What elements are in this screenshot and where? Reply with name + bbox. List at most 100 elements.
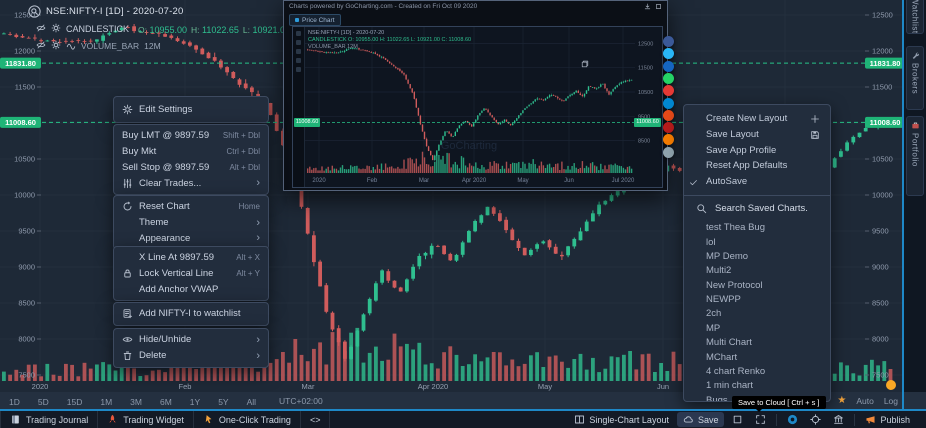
saved-chart-item-4-chart-renko[interactable]: 4 chart Renko	[706, 366, 766, 378]
svg-text:Jun: Jun	[564, 178, 574, 184]
volume-study-row[interactable]: VOLUME_BAR 12M	[36, 37, 342, 54]
menu-item-x-line-at-9897-59[interactable]: X Line At 9897.59 Alt + X	[139, 252, 260, 264]
layout-menu-item-save-layout[interactable]: Save Layout	[684, 127, 830, 143]
menu-item-clear-trades[interactable]: Clear Trades... ›	[114, 175, 268, 191]
layout-menu-item-reset-app-defaults[interactable]: Reset App Defaults	[706, 160, 788, 172]
trading-widget-button[interactable]: Trading Widget	[98, 411, 194, 428]
fullscreen-button[interactable]	[749, 411, 772, 428]
saved-chart-item-bugs[interactable]: Bugs	[706, 394, 728, 402]
range-15d-button[interactable]: 15D	[66, 396, 83, 407]
menu-item-delete[interactable]: Delete ›	[114, 348, 268, 364]
menu-item-reset-chart[interactable]: Reset Chart Home	[114, 199, 268, 215]
symbol-row[interactable]: NSE:NIFTY-I [1D] - 2020-07-20	[28, 3, 342, 20]
reset-icon	[123, 201, 132, 211]
favorites-star-icon[interactable]: ★	[837, 394, 847, 406]
trading-journal-button[interactable]: Trading Journal	[0, 411, 99, 428]
saved-chart-item-multi-chart[interactable]: Multi Chart	[706, 337, 752, 349]
share-button-4[interactable]	[663, 72, 674, 84]
crosshair-button[interactable]	[804, 411, 827, 428]
share-button-8[interactable]	[663, 122, 674, 134]
saved-charts-search[interactable]: Search Saved Charts.	[684, 196, 830, 220]
popup-price-badge: 11008.60	[294, 118, 320, 127]
cloud-icon	[683, 416, 693, 423]
shortcut-label: Shift + Dbl	[222, 131, 260, 141]
gear-icon[interactable]	[51, 37, 61, 55]
share-button-5[interactable]	[663, 85, 674, 97]
save-button[interactable]: Save	[676, 412, 725, 427]
saved-chart-item-new-protocol[interactable]: New Protocol	[706, 279, 763, 291]
range-6m-button[interactable]: 6M	[159, 396, 172, 407]
layout-menu-item-autosave[interactable]: AutoSave	[684, 174, 830, 190]
menu-item-lock-vertical-line[interactable]: Lock Vertical Line Alt + Y	[114, 266, 268, 282]
share-button-10[interactable]	[663, 146, 674, 158]
zoom-out-icon[interactable]	[28, 3, 41, 21]
plus-icon	[811, 114, 819, 123]
code-button[interactable]: <>	[301, 411, 331, 428]
menu-item-edit-settings[interactable]: Edit Settings	[114, 100, 268, 119]
range-5d-button[interactable]: 5D	[37, 396, 49, 407]
popup-drawing-toolbar[interactable]	[293, 27, 305, 187]
download-icon[interactable]	[644, 3, 651, 10]
saved-chart-item-lol[interactable]: lol	[706, 236, 716, 248]
range-1m-button[interactable]: 1M	[100, 396, 113, 407]
share-button-3[interactable]	[663, 60, 674, 72]
saved-chart-item-mchart[interactable]: MChart	[706, 351, 738, 363]
log-scale-toggle[interactable]: Log	[883, 395, 898, 406]
time-axis[interactable]: 2020 Feb Mar Apr 2020 May Jun	[32, 382, 669, 391]
check-icon	[690, 179, 697, 185]
eye-off-icon[interactable]	[36, 20, 46, 38]
price-axis-right[interactable]: 12500 12000 11500 10500 10000 9500 9000 8500 800…	[865, 11, 905, 380]
rocket-icon	[109, 414, 116, 423]
range-3m-button[interactable]: 3M	[130, 396, 142, 407]
range-5y-button[interactable]: 5Y	[218, 396, 229, 407]
timezone-label[interactable]: UTC+02:00	[279, 395, 323, 406]
layout-menu-item-create-new-layout[interactable]: Create New Layout	[684, 111, 830, 127]
snapshot-button[interactable]	[726, 411, 749, 428]
publish-button[interactable]: Publish	[859, 411, 916, 428]
share-button-6[interactable]	[663, 97, 674, 109]
copy-icon[interactable]	[581, 60, 589, 68]
saved-chart-item-multi2[interactable]: Multi2	[706, 265, 732, 277]
range-1y-button[interactable]: 1Y	[189, 396, 201, 407]
one-click-trading-button[interactable]: One-Click Trading	[194, 411, 301, 428]
menu-item-appearance[interactable]: Appearance ›	[139, 232, 260, 245]
range-all-button[interactable]: All	[246, 396, 257, 407]
pointer-icon	[205, 415, 212, 424]
menu-item-hide-unhide[interactable]: Hide/Unhide ›	[114, 332, 268, 348]
exchange-button[interactable]	[827, 411, 850, 428]
menu-item-add-nifty-i-to-watchlist[interactable]: Add NIFTY-I to watchlist	[114, 306, 268, 322]
saved-chart-item-newpp[interactable]: NEWPP	[706, 294, 741, 306]
record-button[interactable]	[781, 411, 804, 428]
range-1d-button[interactable]: 1D	[9, 396, 20, 407]
saved-chart-item-2ch[interactable]: 2ch	[706, 308, 722, 320]
square-icon[interactable]	[655, 3, 662, 10]
saved-chart-item-mp-demo[interactable]: MP Demo	[706, 250, 749, 262]
share-button-2[interactable]	[663, 48, 674, 60]
menu-item-buy-lmt-9897-59[interactable]: Buy LMT @ 9897.59 Shift + Dbl	[122, 130, 260, 142]
menu-item-add-anchor-vwap[interactable]: Add Anchor VWAP	[139, 283, 219, 295]
menu-item-theme[interactable]: Theme ›	[139, 216, 260, 229]
side-tab-portfolio[interactable]: Portfolio	[906, 116, 924, 196]
svg-text:Apr 2020: Apr 2020	[462, 178, 487, 184]
share-button-9[interactable]	[663, 134, 674, 146]
auto-scale-toggle[interactable]: Auto	[856, 395, 874, 406]
popup-tab-price-chart[interactable]: Price Chart	[289, 14, 341, 26]
menu-item-buy-mkt[interactable]: Buy Mkt Ctrl + Dbl	[122, 146, 260, 158]
side-tab-watchlist[interactable]: Watchlist	[906, 0, 924, 34]
notification-dot[interactable]	[886, 380, 896, 390]
saved-chart-item-1-min-chart[interactable]: 1 min chart	[706, 380, 753, 392]
layout-menu-item-save-app-profile[interactable]: Save App Profile	[706, 144, 777, 156]
side-tab-brokers[interactable]: Brokers	[906, 46, 924, 110]
chevron-right-icon: ›	[256, 177, 260, 190]
single-chart-layout-button[interactable]: Single-Chart Layout	[568, 411, 675, 428]
share-button-1[interactable]	[663, 36, 674, 47]
eye-off-icon[interactable]	[36, 37, 46, 55]
gear-icon[interactable]	[51, 20, 61, 38]
saved-chart-item-mp[interactable]: MP	[706, 322, 721, 334]
price-axis-left[interactable]: 12500 12000 11500 10500 10000 9500 9000 8500 800…	[0, 11, 41, 380]
lock-icon	[124, 269, 131, 278]
saved-chart-item-test-thea-bug[interactable]: test Thea Bug	[706, 222, 765, 234]
share-button-7[interactable]	[663, 109, 674, 121]
menu-item-sell-stop-9897-59[interactable]: Sell Stop @ 9897.59 Alt + Dbl	[122, 161, 260, 173]
copy-icon[interactable]	[581, 55, 589, 73]
